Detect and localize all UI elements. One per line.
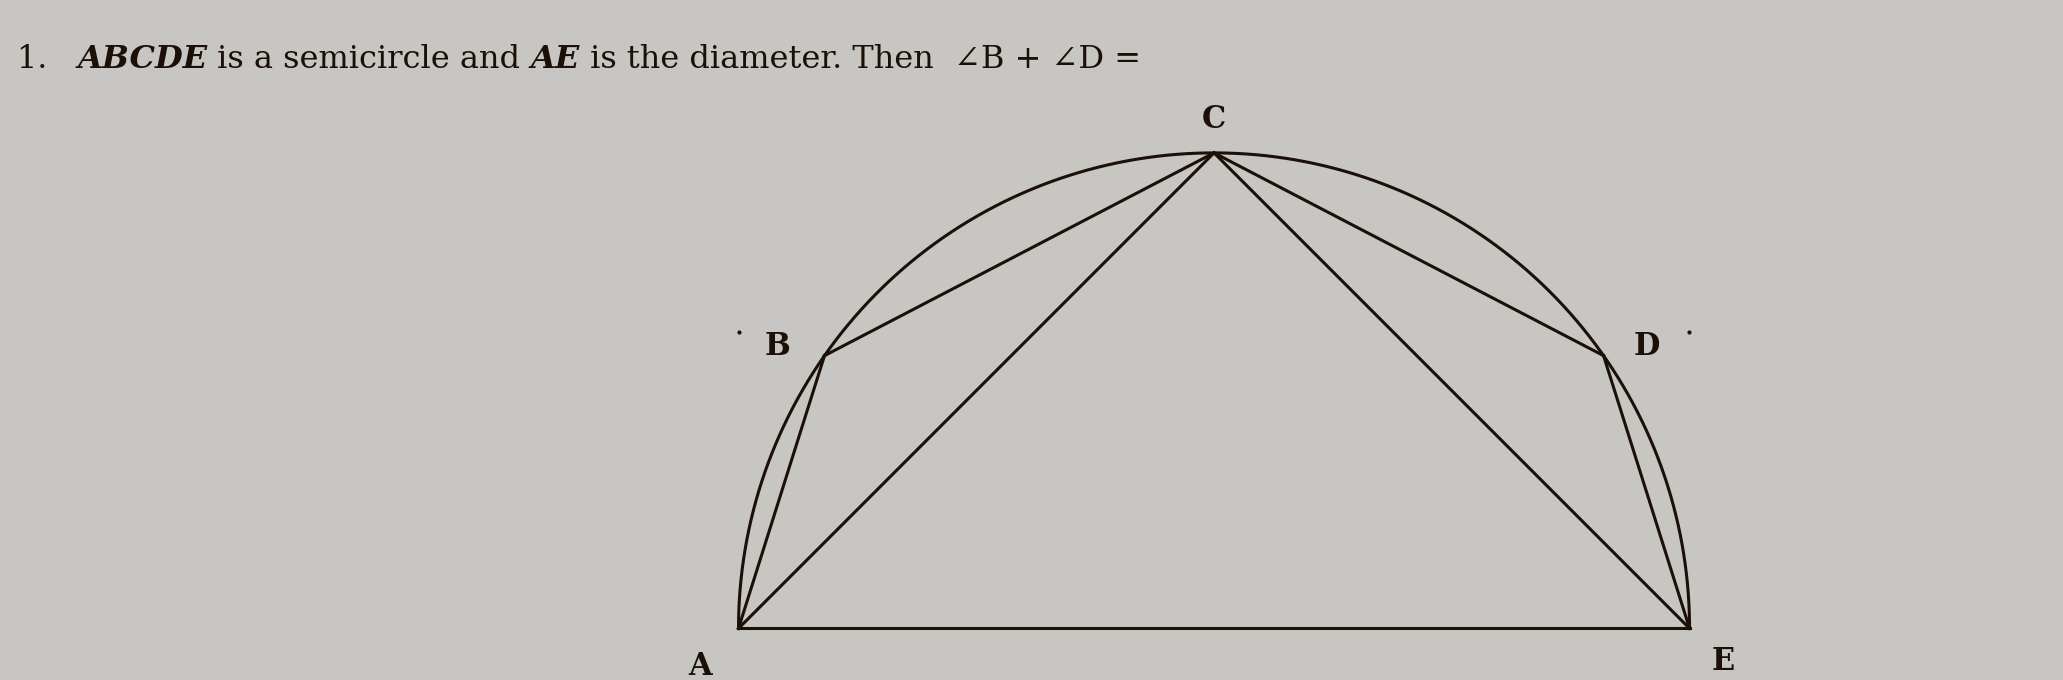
Text: ABCDE: ABCDE bbox=[76, 44, 208, 75]
Text: A: A bbox=[689, 651, 712, 680]
Text: 1.: 1. bbox=[17, 44, 76, 75]
Text: is the diameter. Then  ∠B + ∠D =: is the diameter. Then ∠B + ∠D = bbox=[580, 44, 1141, 75]
Text: B: B bbox=[763, 330, 790, 362]
Text: E: E bbox=[1710, 646, 1735, 677]
Text: D: D bbox=[1634, 330, 1659, 362]
Text: is a semicircle and: is a semicircle and bbox=[208, 44, 530, 75]
Text: AE: AE bbox=[530, 44, 580, 75]
Text: C: C bbox=[1203, 104, 1225, 135]
